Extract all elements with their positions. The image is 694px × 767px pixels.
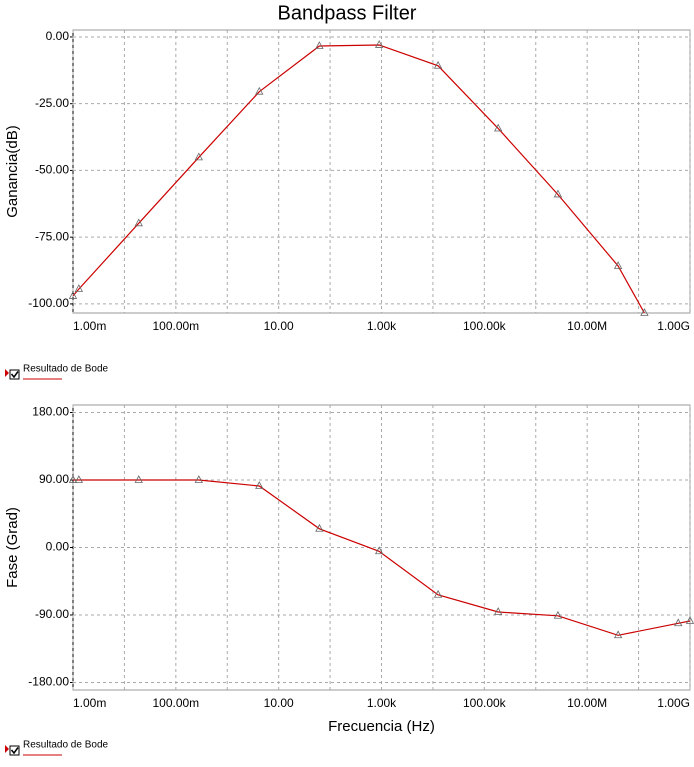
x-axis-label: Frecuencia (Hz) (328, 718, 435, 735)
y-tick-label: 90.00 (39, 472, 69, 486)
point-marker (315, 41, 324, 49)
y-tick-label: 0.00 (46, 540, 70, 554)
point-marker (494, 607, 503, 615)
point-marker (613, 630, 623, 639)
x-tick-label: 1.00k (367, 319, 397, 333)
point-marker (194, 152, 203, 161)
point-marker (674, 618, 683, 627)
legend-check (10, 371, 19, 379)
x-tick-label: 10.00M (567, 319, 607, 333)
point-marker (553, 189, 563, 198)
point-marker (315, 523, 324, 532)
point-marker (640, 308, 649, 316)
point-marker (433, 60, 443, 69)
series-line (73, 479, 690, 636)
legend-check (10, 747, 19, 755)
series-line (73, 44, 645, 313)
chart-title: Bandpass Filter (278, 2, 417, 24)
x-tick-label: 10.00 (264, 319, 294, 333)
x-tick-label: 1.00m (73, 319, 106, 333)
point-marker (68, 475, 78, 483)
point-marker (68, 291, 78, 299)
y-tick-label: 0.00 (46, 29, 70, 43)
y-axis-label: Fase (Grad) (4, 507, 21, 588)
point-marker (374, 546, 384, 555)
legend-arrow (5, 369, 9, 377)
x-tick-label: 100.00k (463, 696, 507, 710)
legend-checkbox (9, 745, 20, 756)
x-tick-label: 1.00G (657, 319, 690, 333)
legend-checkbox (9, 369, 20, 380)
point-marker (613, 261, 623, 269)
point-marker (134, 475, 143, 483)
point-marker (494, 123, 503, 132)
point-marker (74, 284, 84, 292)
point-marker (194, 475, 203, 483)
legend-label: Resultado de Bode (23, 740, 109, 751)
y-tick-label: 180.00 (32, 405, 69, 419)
x-tick-label: 100.00m (152, 696, 199, 710)
point-marker (374, 40, 384, 48)
x-tick-label: 1.00G (657, 696, 690, 710)
point-marker (553, 610, 563, 619)
x-tick-label: 1.00k (367, 696, 397, 710)
point-marker (433, 589, 443, 598)
y-tick-label: -75.00 (35, 229, 69, 243)
y-tick-label: -90.00 (35, 607, 69, 621)
x-tick-label: 100.00m (152, 319, 199, 333)
y-tick-label: -25.00 (35, 96, 69, 110)
x-tick-label: 1.00m (73, 696, 106, 710)
point-marker (685, 616, 694, 624)
y-axis-label: Ganancia(dB) (4, 125, 21, 218)
point-marker (255, 86, 264, 95)
y-tick-label: -180.00 (28, 675, 69, 689)
x-tick-label: 10.00 (264, 696, 294, 710)
point-marker (74, 475, 84, 483)
legend-label: Resultado de Bode (23, 364, 109, 375)
y-tick-label: -100.00 (28, 296, 69, 310)
legend-arrow (5, 745, 9, 753)
x-tick-label: 10.00M (567, 696, 607, 710)
point-marker (134, 218, 143, 227)
point-marker (255, 481, 264, 489)
y-tick-label: -50.00 (35, 163, 69, 177)
x-tick-label: 100.00k (463, 319, 507, 333)
